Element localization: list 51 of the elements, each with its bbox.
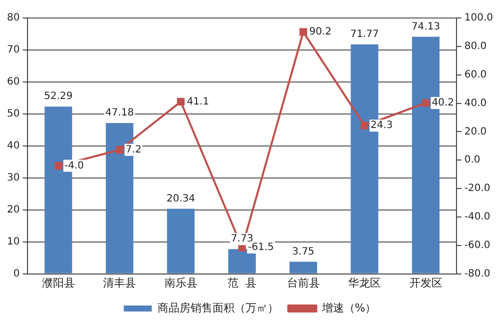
y2-tick-label: 80.0 <box>464 41 487 52</box>
x-tick-label: 濮阳县 <box>42 276 75 290</box>
y2-tick-label: 60.0 <box>464 69 487 80</box>
data-label: 52.29 <box>44 91 73 102</box>
point <box>116 146 124 154</box>
y2-tick-label: 0.0 <box>464 154 480 166</box>
data-label: 41.1 <box>186 96 210 108</box>
y-tick-label: 40 <box>6 140 20 152</box>
point <box>299 28 308 36</box>
y-tick-label: 20 <box>6 204 20 216</box>
data-label: 20.34 <box>166 193 196 204</box>
data-label: 3.75 <box>292 246 314 258</box>
point <box>360 122 368 130</box>
bar <box>167 208 195 274</box>
y2-tick-label: -20.0 <box>464 183 490 194</box>
bar <box>290 262 318 274</box>
y2-tick-label: 40.0 <box>464 98 487 109</box>
point <box>422 99 430 107</box>
data-label: 90.2 <box>309 26 332 38</box>
y2-tick-label: -60.0 <box>464 240 490 251</box>
point <box>176 98 185 106</box>
data-label: 24.3 <box>370 120 393 132</box>
legend-label: 增速（%） <box>320 301 376 314</box>
legend-label: 商品房销售面积（万㎡） <box>157 301 278 314</box>
x-tick-label: 范 县 <box>228 276 257 290</box>
x-tick-label: 开发区 <box>409 276 442 290</box>
y2-tick-label: 20.0 <box>464 126 487 138</box>
point <box>54 162 62 170</box>
y2-tick-label: -40.0 <box>464 212 490 223</box>
x-tick-label: 清丰县 <box>103 276 136 290</box>
x-tick-label: 南乐县 <box>164 276 198 290</box>
y-tick-label: 0 <box>13 268 20 280</box>
y-tick-label: 30 <box>6 172 20 184</box>
y-tick-label: 60 <box>6 76 20 88</box>
x-tick-label: 台前县 <box>286 276 320 290</box>
data-label: 40.2 <box>432 98 454 109</box>
y2-tick-label: -80.0 <box>464 268 490 280</box>
data-label: -61.5 <box>248 242 274 254</box>
y-tick-label: 50 <box>6 108 20 120</box>
y2-tick-label: 100.0 <box>464 12 494 24</box>
y-tick-label: 70 <box>6 44 20 56</box>
data-label: 7.73 <box>230 234 254 245</box>
data-label: 74.13 <box>411 21 440 32</box>
y-tick-label: 10 <box>6 236 20 248</box>
data-label: 47.18 <box>105 108 134 119</box>
y-tick-label: 80 <box>6 12 20 24</box>
data-label: 71.77 <box>350 28 379 40</box>
data-label: -4.0 <box>64 160 84 172</box>
data-label: 7.2 <box>126 144 142 156</box>
bar <box>228 249 256 274</box>
x-tick-label: 华龙区 <box>348 276 382 290</box>
